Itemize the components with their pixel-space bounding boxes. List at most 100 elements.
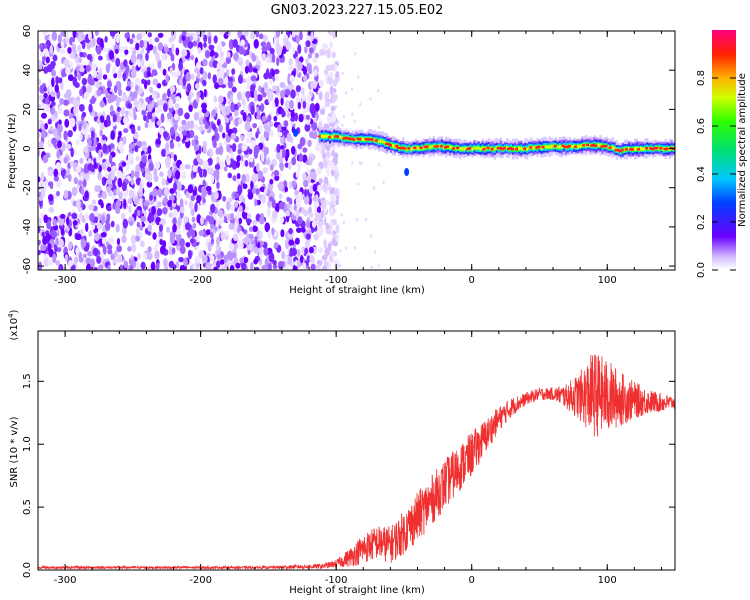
spectrogram-cell (111, 66, 117, 74)
colorbar-tick-label: 0.6 (696, 118, 707, 134)
spectrogram-cell (229, 115, 233, 122)
spectrogram-cell (230, 152, 234, 159)
spectrogram-cell (255, 188, 260, 195)
spectrogram-cell (147, 224, 153, 232)
spectrogram-cell (69, 52, 76, 59)
spectrogram-cell (127, 198, 133, 205)
spectrogram-cell (164, 156, 171, 167)
spectrogram-cell (299, 56, 304, 63)
spectrogram-cell (335, 199, 339, 206)
spectrogram-cell (162, 130, 168, 139)
spectrogram-cell (140, 215, 147, 222)
spectrogram-cell (148, 38, 153, 46)
spectrogram-cell (335, 170, 338, 174)
spectrogram-cell (216, 260, 221, 269)
spectrogram-cell (150, 63, 155, 70)
spectrogram-cell (177, 107, 184, 117)
spectrogram-cell (169, 234, 176, 245)
spectrogram-cell (69, 160, 74, 167)
spectrogram-cell (194, 202, 198, 213)
spectrogram-cell (308, 212, 314, 218)
spectrogram-cell (247, 191, 254, 200)
spectrogram-cell (248, 242, 253, 251)
spectrogram-cell (174, 103, 180, 109)
spectrogram-cell (135, 156, 140, 162)
spectrogram-cell (147, 32, 152, 38)
y-tick-label: -60 (22, 258, 33, 274)
spectrogram-cell (240, 62, 245, 70)
spectrogram-cell (167, 200, 172, 208)
spectrogram-cell (75, 233, 82, 241)
spectrogram-cell (267, 262, 272, 270)
spectrogram-cell (104, 35, 108, 43)
spectrogram-cell (100, 162, 106, 171)
spectrogram-cell (242, 90, 247, 99)
spectrogram-cell (169, 85, 176, 93)
spectrogram-cell (329, 201, 334, 208)
spectrogram-cell (351, 112, 354, 116)
spectrogram-cell (40, 129, 47, 139)
spectrogram-cell (120, 212, 126, 221)
ridge-cell (416, 146, 419, 150)
spectrogram-cell (210, 175, 215, 184)
spectrogram-cell (188, 201, 194, 210)
spectrogram-cell (216, 156, 220, 165)
spectrogram-cell (266, 207, 272, 218)
spectrogram-cell (156, 208, 163, 217)
spectrogram-cell (239, 57, 243, 64)
spectrogram-cell (334, 209, 337, 213)
spectrogram-cell (260, 212, 265, 222)
spectrogram-cell (60, 227, 65, 235)
spectrogram-cell (273, 169, 280, 177)
spectrogram-cell (72, 220, 78, 226)
spectrogram-cell (289, 75, 295, 83)
spectrogram-cell (143, 201, 150, 207)
spectrogram-cell (55, 75, 60, 85)
spectrogram-cell (303, 75, 308, 82)
spectrogram-cell (98, 199, 103, 206)
spectrogram-cell (121, 181, 128, 192)
spectrogram-cell (98, 264, 104, 270)
spectrogram-cell (226, 251, 232, 260)
spectrogram-cell (278, 157, 284, 164)
spectrogram-cell (321, 254, 327, 261)
spectrogram-cell (258, 252, 263, 259)
spectrogram-cell (306, 94, 312, 102)
spectrogram-cell (345, 91, 348, 95)
spectrogram-cell (286, 203, 291, 210)
spectrogram-cell (295, 170, 300, 179)
spectrogram-cell (233, 242, 238, 250)
spectrogram-cell (334, 259, 340, 270)
spectrogram-cell (236, 91, 242, 101)
ridge-cell (540, 146, 543, 150)
spectrogram-cell (295, 56, 299, 64)
spectrogram-cell (81, 111, 87, 118)
spectrogram-cell (262, 34, 268, 42)
spectrogram-cell (320, 210, 325, 219)
spectrogram-cell (184, 163, 191, 170)
spectrogram-cell (116, 97, 122, 103)
spectrogram-cell (271, 210, 278, 220)
spectrogram-cell (306, 169, 311, 175)
spectrogram-y-label: Frequency (Hz) (7, 113, 18, 189)
spectrogram-cell (193, 144, 199, 152)
spectrogram-cell (249, 157, 254, 163)
spectrogram-cell (69, 37, 76, 43)
spectrogram-cell (132, 91, 138, 100)
spectrogram-cell (56, 190, 60, 197)
spectrogram-cell (165, 74, 170, 83)
spectrogram-cell (129, 38, 134, 45)
spectrogram-cell (48, 207, 55, 213)
spectrogram-cell (228, 242, 235, 251)
ridge-cell (640, 146, 643, 151)
spectrogram-cell (284, 263, 289, 270)
spectrogram-cell (265, 90, 272, 96)
spectrogram-cell (58, 77, 63, 84)
spectrogram-cell (43, 214, 49, 224)
spectrogram-cell (52, 218, 58, 227)
spectrogram-cell (151, 205, 156, 215)
spectrogram-cell (369, 97, 372, 101)
spectrogram-cell (95, 82, 101, 89)
spectrogram-cell (231, 252, 237, 259)
ridge-cell (526, 147, 529, 151)
